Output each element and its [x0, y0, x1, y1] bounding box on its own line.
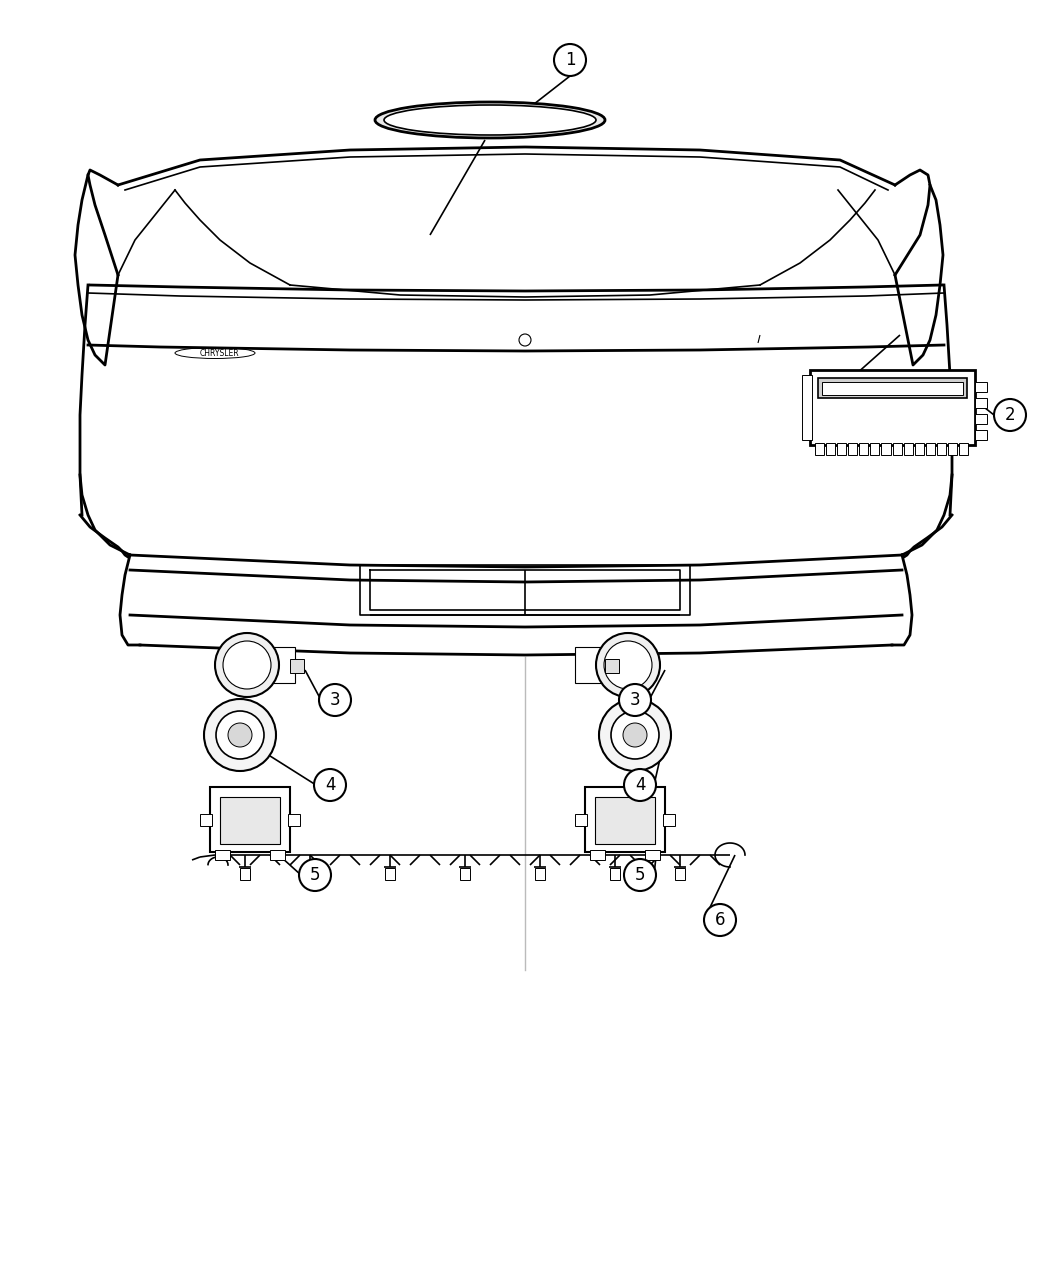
Bar	[810, 370, 975, 445]
Bar	[215, 850, 230, 861]
Bar	[859, 442, 868, 455]
Text: 3: 3	[330, 691, 340, 709]
Circle shape	[994, 399, 1026, 431]
Bar	[575, 813, 587, 826]
Bar	[870, 442, 880, 455]
Bar	[915, 442, 924, 455]
Circle shape	[623, 723, 647, 747]
Bar	[210, 787, 290, 852]
Bar	[240, 868, 250, 880]
Text: 4: 4	[635, 776, 646, 794]
Circle shape	[704, 904, 736, 936]
Bar	[959, 442, 968, 455]
Text: 5: 5	[635, 866, 646, 884]
Text: 2: 2	[1005, 405, 1015, 425]
Bar	[663, 813, 675, 826]
Circle shape	[228, 723, 252, 747]
Bar	[818, 377, 967, 398]
Bar	[826, 442, 835, 455]
Circle shape	[624, 769, 656, 801]
Bar	[460, 868, 470, 880]
Bar	[937, 442, 946, 455]
Ellipse shape	[375, 102, 605, 138]
Bar	[645, 850, 660, 861]
Ellipse shape	[384, 105, 596, 135]
Bar	[385, 868, 395, 880]
Text: 1: 1	[565, 51, 575, 69]
Circle shape	[319, 683, 351, 717]
Circle shape	[624, 859, 656, 891]
Bar	[590, 850, 605, 861]
Bar	[220, 797, 280, 844]
Bar	[926, 442, 934, 455]
Text: 3: 3	[630, 691, 640, 709]
Bar	[975, 430, 987, 440]
Bar	[975, 382, 987, 391]
Bar	[837, 442, 846, 455]
Bar	[595, 797, 655, 844]
Bar	[304, 868, 315, 880]
Bar	[290, 659, 304, 673]
Bar	[848, 442, 857, 455]
Circle shape	[215, 632, 279, 697]
Bar	[575, 646, 610, 683]
Bar	[536, 868, 545, 880]
Bar	[975, 414, 987, 425]
Bar	[585, 787, 665, 852]
Bar	[975, 398, 987, 408]
Circle shape	[554, 45, 586, 76]
Bar	[904, 442, 912, 455]
Bar	[815, 442, 824, 455]
Bar	[892, 442, 902, 455]
Bar	[948, 442, 957, 455]
Text: CHRYSLER: CHRYSLER	[200, 349, 239, 358]
Bar	[881, 442, 890, 455]
Circle shape	[604, 641, 652, 689]
Text: 5: 5	[310, 866, 320, 884]
Bar	[270, 850, 285, 861]
Circle shape	[299, 859, 331, 891]
Circle shape	[620, 683, 651, 717]
Circle shape	[596, 632, 660, 697]
Bar	[260, 646, 295, 683]
Circle shape	[598, 699, 671, 771]
Circle shape	[223, 641, 271, 689]
Bar	[610, 868, 620, 880]
Bar	[605, 659, 620, 673]
Circle shape	[611, 711, 659, 759]
Circle shape	[204, 699, 276, 771]
Bar	[802, 375, 812, 440]
Bar	[288, 813, 300, 826]
Circle shape	[216, 711, 264, 759]
Bar	[822, 382, 963, 395]
Text: 6: 6	[715, 912, 726, 929]
Bar	[200, 813, 212, 826]
Circle shape	[314, 769, 346, 801]
Text: 4: 4	[324, 776, 335, 794]
Bar	[675, 868, 685, 880]
